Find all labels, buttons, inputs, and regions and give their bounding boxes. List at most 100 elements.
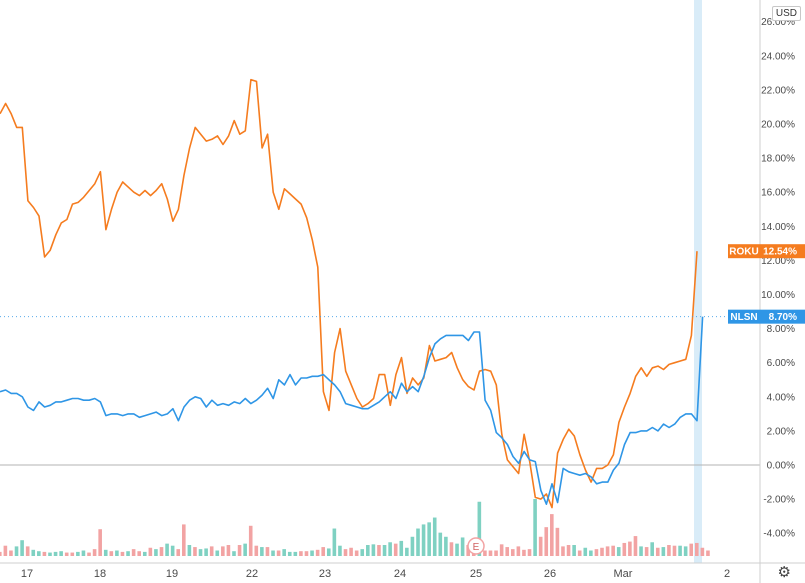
volume-bar [477,501,482,556]
volume-bar [148,547,153,556]
volume-bar [577,550,582,556]
volume-bar [187,545,192,556]
volume-bar [583,547,588,556]
y-tick-label: 8.00% [767,324,795,335]
volume-bar [416,528,420,556]
y-tick-label: 0.00% [767,461,795,472]
volume-bar [639,546,643,556]
volume-bar [271,550,275,556]
volume-bar [87,552,91,556]
volume-bar [611,545,615,556]
volume-bar [232,551,236,556]
volume-bar [544,527,549,556]
volume-bar [182,524,186,556]
volume-bar [561,546,565,556]
volume-bar [14,546,19,556]
volume-bar [678,545,682,556]
y-tick-label: 2.00% [767,426,795,437]
gear-icon[interactable]: ⚙ [777,563,791,581]
y-tick-label: -2.00% [763,495,795,506]
volume-bar [432,517,437,556]
volume-bar [53,551,58,556]
volume-bar [700,547,705,556]
volume-bar [483,550,487,556]
y-tick-label: 14.00% [761,222,795,233]
currency-badge[interactable]: USD [771,6,801,21]
volume-bar [538,536,543,556]
volume-bar [644,547,649,556]
volume-bar [650,542,654,556]
volume-bar [209,546,214,556]
price-series [0,78,704,509]
volume-bar [315,549,320,556]
series-line-nlsn [0,316,704,506]
volume-bar [405,547,409,556]
volume-bar [198,549,203,556]
volume-bar [572,545,576,556]
nlsn-name-tag [728,309,760,324]
x-tick-label: 17 [21,568,33,580]
volume-bar [349,547,353,556]
volume-bar [488,550,493,556]
volume-bar [237,545,242,556]
volume-bar [215,550,220,556]
y-tick-label: 20.00% [761,120,795,131]
volume-bar [115,550,119,556]
volume-bar [399,540,404,556]
volume-bar [410,536,415,556]
volume-bar [31,549,36,556]
volume-bar [142,551,147,556]
volume-bar [527,549,532,556]
y-tick-label: 12.00% [761,256,795,267]
volume-bar [589,550,593,556]
volume-bar [550,514,554,556]
volume-bar [382,545,387,556]
volume-bar [25,546,30,556]
earnings-marker [467,537,485,555]
volume-bar [555,527,560,556]
x-tick-label: 25 [470,568,482,580]
y-tick-label: 4.00% [767,392,795,403]
volume-bar [326,548,331,556]
volume-bar [332,528,337,556]
volume-bar [159,547,164,556]
y-tick-label: 16.00% [761,188,795,199]
volume-bar [522,549,526,556]
volume-bar [388,542,392,556]
volume-bar [594,549,599,556]
x-tick-label: 23 [319,568,331,580]
volume-bar [499,544,504,556]
volume-bar [438,532,443,556]
roku-value-tag [760,244,805,259]
volume-bar [254,545,259,556]
x-tick-label: 2 [724,568,730,580]
y-tick-label: 22.00% [761,85,795,96]
y-tick-label: 18.00% [761,154,795,165]
volume-bar [321,547,326,556]
volume-bar [131,549,136,556]
volume-bar [282,549,286,556]
volume-bar [299,551,303,556]
volume-bar [92,549,97,556]
volume-bar [59,551,63,556]
earnings-marker-label: E [473,542,480,553]
nlsn-name-label: NLSN [730,312,757,323]
x-tick-label: 19 [166,568,178,580]
volume-bar [633,536,638,556]
volume-bar [683,546,688,556]
y-axis: 26.00% 24.00% 22.00% 20.00% 18.00% 16.00% 14.0… [761,17,795,540]
volume-bar [265,547,270,556]
volume-bar [37,551,41,556]
volume-bar [120,551,125,556]
y-tick-label: 24.00% [761,51,795,62]
volume-bar [64,552,69,556]
volume-bar [176,549,181,556]
volume-bar [3,545,8,556]
volume-bar [109,551,114,556]
volume-bar [48,552,52,556]
volume-bar [466,545,470,556]
volume-bar [667,545,671,556]
volume-bar [444,536,448,556]
y-tick-label: 26.00% [761,17,795,28]
